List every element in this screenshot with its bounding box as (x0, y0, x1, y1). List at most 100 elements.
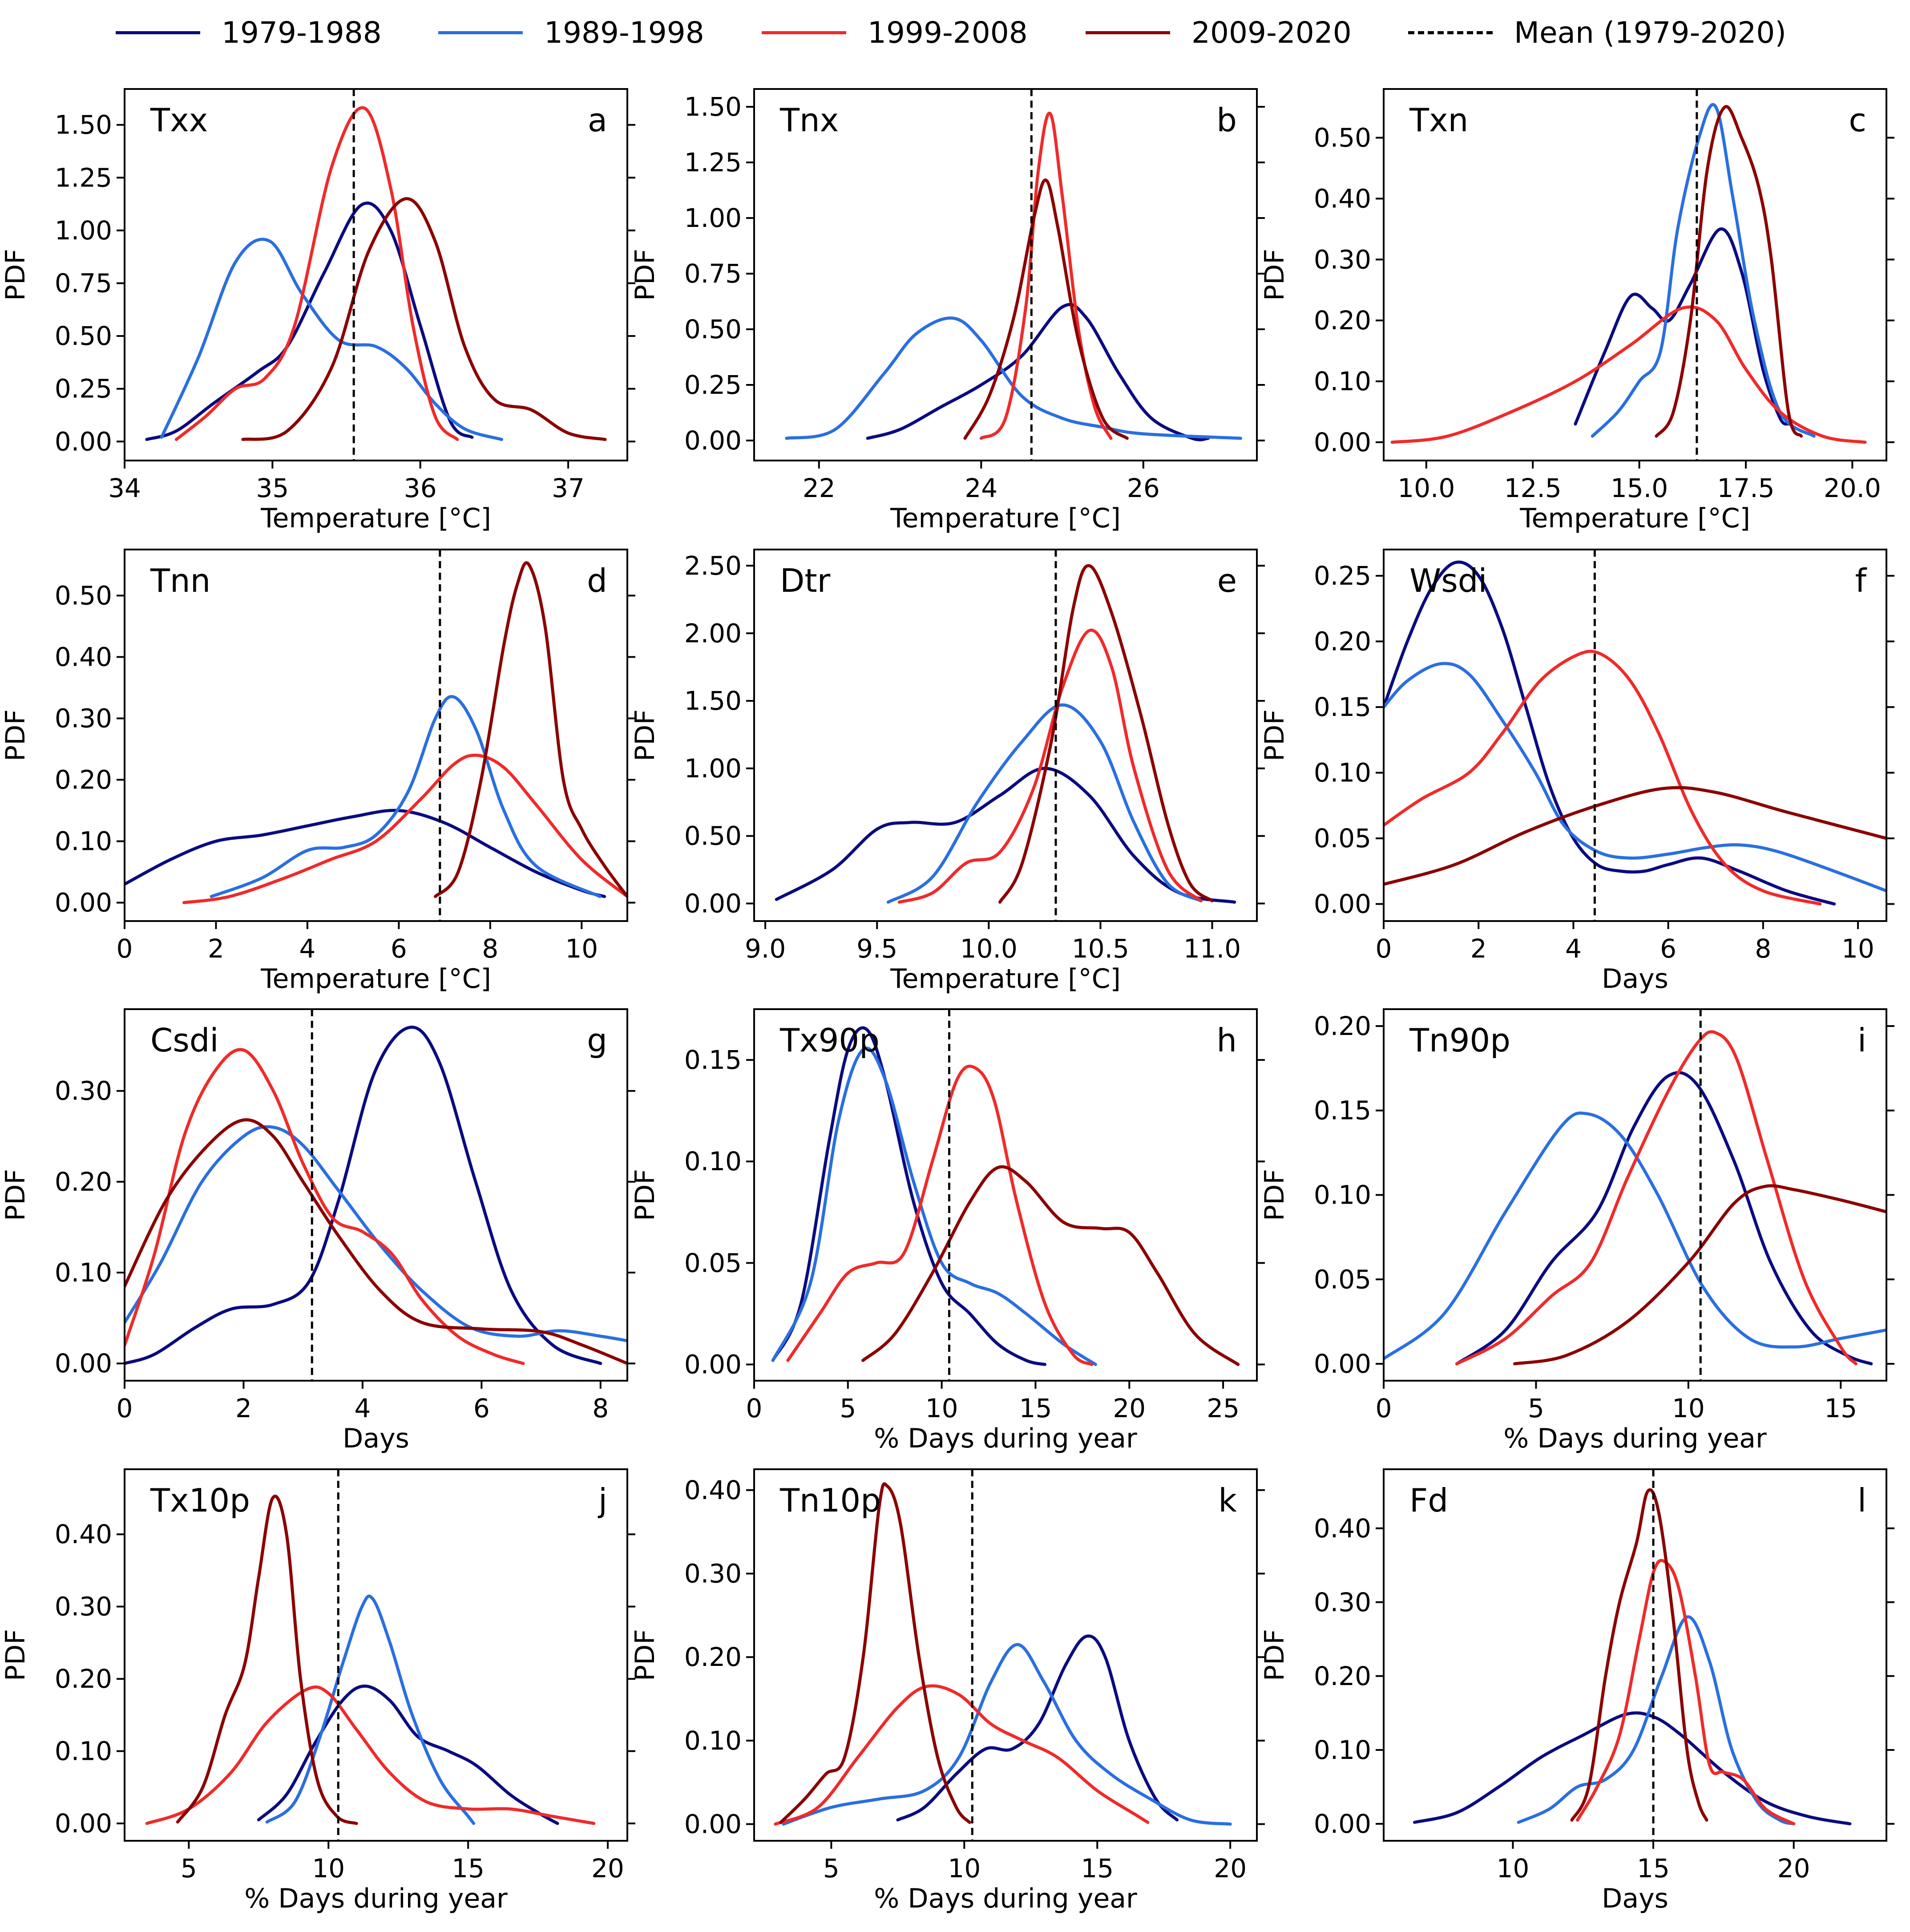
series-line-1989-1998 (160, 238, 503, 441)
y-tick-label: 0.00 (1314, 1809, 1371, 1839)
legend-swatch (116, 31, 200, 34)
panel-f: 0 2 4 6 8 10 0.00 0.05 0.10 0.15 0.20 0.25 Days PDF Ws… (1259, 549, 1894, 994)
series-group (125, 561, 627, 905)
panel-letter: e (1217, 562, 1237, 599)
y-tick-label: 0.20 (55, 765, 112, 795)
y-axis-label: PDF (0, 249, 31, 301)
y-tick-label: 0.75 (55, 268, 112, 298)
axes-frame (753, 1008, 1258, 1382)
x-tick-label: 6 (391, 934, 407, 964)
axes-frame (124, 88, 628, 461)
y-tick-label: 0.00 (55, 888, 112, 918)
series-line-1979-1988 (1413, 1711, 1852, 1826)
axes-frame (753, 549, 1258, 922)
x-tick-label: 26 (1127, 473, 1160, 503)
x-tick-label: 11.0 (1183, 934, 1241, 964)
panel-title: Txx (150, 101, 208, 139)
y-tick-label: 0.00 (684, 889, 742, 919)
series-line-1999-2008 (145, 1685, 596, 1825)
y-tick-label: 1.25 (684, 147, 742, 178)
y-tick-label: 0.30 (55, 703, 112, 734)
y-axis-label: PDF (630, 1169, 661, 1221)
series-group (145, 106, 607, 441)
y-tick-label: 0.50 (1314, 123, 1371, 153)
y-tick-label: 1.00 (55, 215, 112, 246)
legend-swatch (762, 31, 846, 34)
x-tick-label: 15 (452, 1853, 485, 1883)
legend-item-mean: Mean (1979-2020) (1408, 12, 1786, 53)
x-tick-label: 0 (117, 934, 133, 964)
y-tick-label: 2.50 (684, 550, 742, 581)
y-tick-label: 0.50 (55, 581, 112, 611)
y-tick-label: 0.20 (55, 1167, 112, 1197)
panel-d: 0 2 4 6 8 10 0.00 0.10 0.20 0.30 0.40 0.50 Temperatu… (0, 549, 635, 994)
y-tick-label: 0.00 (55, 1808, 112, 1839)
series-line-2009-2020 (963, 178, 1129, 440)
x-tick-label: 8 (592, 1393, 609, 1423)
y-axis-label: PDF (630, 709, 661, 761)
series-line-1999-2008 (774, 1684, 1150, 1826)
legend-label: 1979-1988 (222, 15, 382, 50)
x-axis-label: Temperature [°C] (1519, 503, 1750, 534)
panel-title: Tnx (779, 101, 839, 139)
panel-title: Wsdi (1409, 562, 1487, 599)
x-axis-label: Temperature [°C] (260, 503, 491, 534)
x-tick-label: 35 (256, 473, 289, 503)
x-tick-label: 12.5 (1504, 473, 1562, 503)
panel-title: Tnn (150, 562, 210, 599)
x-tick-label: 0 (1376, 934, 1392, 964)
y-tick-label: 0.20 (55, 1664, 112, 1694)
panel-letter: j (598, 1482, 607, 1519)
x-tick-label: 4 (1565, 934, 1582, 964)
y-tick-label: 0.30 (55, 1592, 112, 1622)
y-tick-label: 0.40 (55, 642, 112, 672)
y-tick-label: 0.30 (684, 1559, 742, 1589)
x-tick-label: 10 (925, 1393, 958, 1423)
y-tick-label: 0.50 (684, 314, 742, 344)
series-line-2009-2020 (434, 561, 627, 898)
series-line-2009-2020 (1384, 786, 1886, 886)
x-tick-label: 8 (482, 934, 498, 964)
panel-i: 0 5 10 15 0.00 0.05 0.10 0.15 0.20 % Days during … (1259, 1008, 1894, 1454)
legend-swatch (438, 31, 523, 34)
legend-swatch (1408, 31, 1493, 34)
x-tick-label: 0 (1376, 1393, 1392, 1423)
x-tick-label: 15 (1637, 1853, 1670, 1883)
panel-title: Tx90p (779, 1022, 880, 1059)
panel-letter: f (1855, 562, 1867, 599)
series-group (1413, 1488, 1852, 1826)
y-axis-label: PDF (630, 1629, 661, 1681)
x-tick-label: 25 (1207, 1393, 1240, 1423)
x-tick-label: 17.5 (1717, 473, 1774, 503)
x-tick-label: 2 (235, 1393, 252, 1423)
y-tick-label: 1.50 (684, 686, 742, 716)
x-tick-label: 5 (181, 1853, 197, 1883)
x-axis-label: Temperature [°C] (890, 503, 1121, 534)
y-tick-label: 0.30 (55, 1076, 112, 1106)
series-line-2009-2020 (779, 1482, 971, 1824)
series-line-1989-1998 (782, 1643, 1232, 1826)
y-tick-label: 0.20 (1314, 1011, 1371, 1041)
x-axis-label: % Days during year (244, 1883, 508, 1914)
x-tick-label: 10.0 (960, 934, 1018, 964)
y-tick-label: 0.30 (1314, 1587, 1371, 1617)
panel-letter: l (1858, 1482, 1866, 1519)
series-group (1384, 560, 1886, 906)
x-tick-label: 5 (823, 1853, 840, 1883)
axes-frame (124, 549, 628, 922)
y-tick-label: 0.10 (1314, 366, 1371, 396)
y-tick-label: 1.50 (684, 92, 742, 122)
series-group (771, 1026, 1240, 1366)
series-line-2009-2020 (861, 1165, 1240, 1366)
series-line-1999-2008 (1390, 305, 1867, 444)
series-line-2009-2020 (1513, 1184, 1886, 1366)
x-tick-label: 37 (552, 473, 585, 503)
y-tick-label: 0.10 (55, 826, 112, 857)
y-axis-label: PDF (630, 249, 661, 301)
y-tick-label: 1.00 (684, 753, 742, 784)
series-group (1384, 1030, 1886, 1366)
series-line-1999-2008 (786, 1064, 1094, 1366)
axes-frame (124, 1468, 628, 1842)
series-line-1979-1988 (257, 1684, 559, 1825)
